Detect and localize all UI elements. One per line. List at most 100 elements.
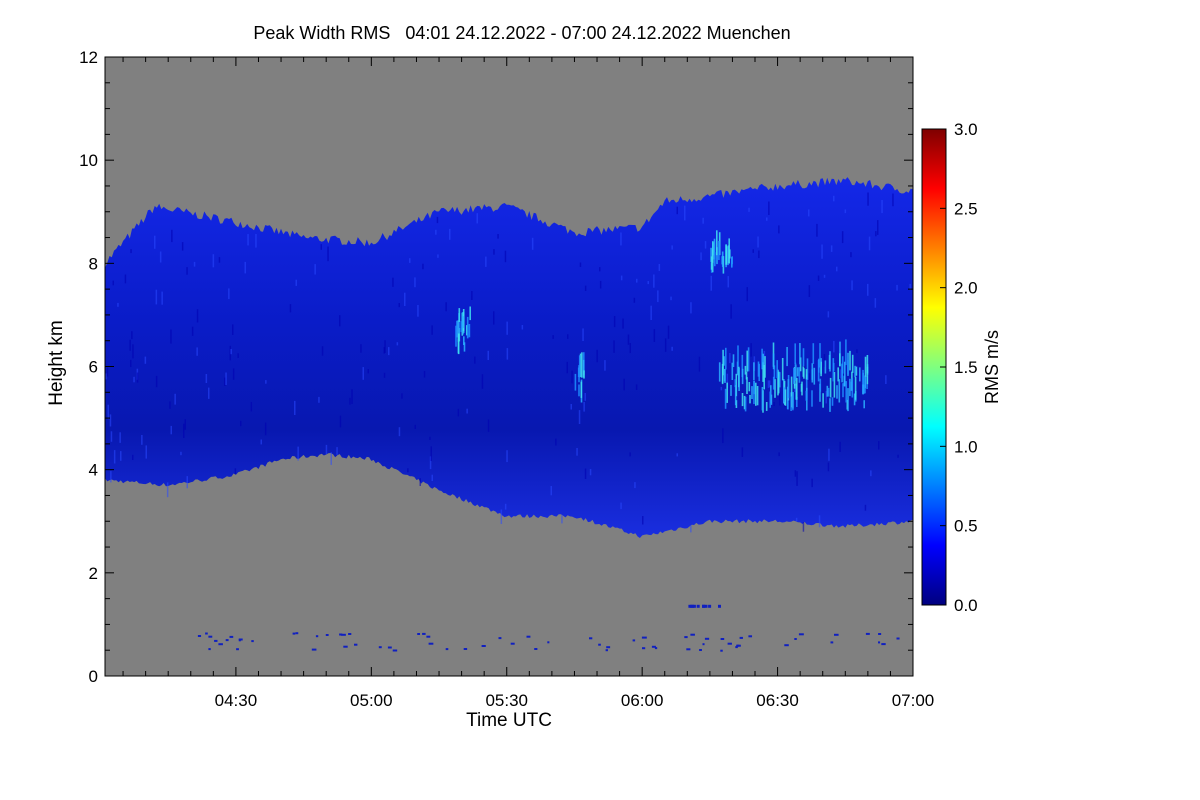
- speckle: [236, 648, 239, 651]
- enhanced-rms-cell: [836, 385, 838, 399]
- enhanced-rms-cell: [792, 391, 794, 411]
- enhanced-rms-cell: [745, 371, 748, 380]
- enhanced-rms-cell: [849, 378, 851, 397]
- enhanced-rms-cell: [847, 388, 849, 412]
- speckle: [720, 649, 723, 652]
- speckle: [736, 644, 741, 647]
- cloud-texture: [228, 288, 230, 300]
- cloud-texture: [141, 435, 143, 445]
- cloud-texture: [113, 450, 116, 464]
- enhanced-rms-cell: [574, 373, 577, 391]
- enhanced-rms-cell: [724, 368, 726, 383]
- enhanced-rms-cell: [790, 392, 792, 411]
- enhanced-rms-cell: [819, 343, 821, 368]
- speckle: [688, 604, 692, 608]
- cloud-texture: [823, 274, 826, 278]
- y-tick-label: 6: [89, 358, 98, 377]
- enhanced-rms-cell: [773, 365, 776, 379]
- enhanced-rms-cell: [849, 350, 851, 371]
- cloud-texture: [571, 370, 573, 384]
- speckle: [339, 633, 343, 636]
- cloud-texture: [186, 476, 188, 489]
- speckle: [340, 633, 346, 636]
- cloud-texture: [362, 367, 364, 380]
- cloud-texture: [504, 250, 507, 263]
- enhanced-rms-cell: [806, 358, 809, 380]
- enhanced-rms-cell: [802, 348, 805, 366]
- cloud-texture: [794, 470, 797, 477]
- enhanced-rms-cell: [753, 380, 755, 405]
- cloud-texture: [404, 292, 406, 306]
- cloud-texture: [196, 347, 198, 356]
- cloud-texture: [676, 206, 678, 215]
- enhanced-rms-cell: [866, 355, 869, 374]
- speckle: [684, 636, 688, 639]
- cloud-texture: [664, 338, 667, 352]
- enhanced-rms-cell: [777, 369, 779, 396]
- enhanced-rms-cell: [851, 354, 854, 373]
- cloud-texture: [653, 329, 656, 342]
- speckle: [387, 646, 392, 649]
- cloud-texture: [264, 422, 267, 436]
- speckle: [605, 649, 608, 652]
- speckle: [208, 635, 213, 638]
- cloud-texture: [106, 367, 109, 377]
- cloud-texture: [476, 213, 478, 224]
- cloud-texture: [407, 468, 409, 473]
- cloud-texture: [155, 375, 158, 388]
- cloud-texture: [627, 334, 630, 345]
- cloud-texture: [833, 340, 835, 353]
- cloud-texture: [120, 451, 122, 461]
- cloud-texture: [396, 342, 399, 346]
- speckle: [426, 635, 431, 638]
- enhanced-rms-cell: [458, 328, 461, 342]
- enhanced-rms-cell: [776, 360, 778, 378]
- enhanced-rms-cell: [579, 353, 582, 377]
- y-tick-label: 2: [89, 564, 98, 583]
- enhanced-rms-cell: [864, 375, 866, 394]
- cloud-texture: [398, 303, 400, 308]
- cloud-texture: [339, 315, 341, 327]
- enhanced-rms-cell: [755, 382, 757, 406]
- enhanced-rms-cell: [786, 347, 788, 367]
- enhanced-rms-cell: [716, 230, 718, 256]
- cloud-texture: [437, 254, 439, 258]
- cloud-texture: [117, 302, 119, 307]
- enhanced-rms-cell: [805, 369, 808, 380]
- cloud-texture: [234, 468, 237, 475]
- enhanced-rms-cell: [741, 393, 744, 407]
- enhanced-rms-cell: [716, 247, 718, 265]
- enhanced-rms-cell: [803, 368, 805, 379]
- enhanced-rms-cell: [784, 389, 787, 406]
- cloud-texture: [208, 387, 210, 399]
- enhanced-rms-cell: [796, 397, 798, 407]
- cloud-texture: [567, 334, 569, 339]
- cloud-texture: [746, 287, 748, 302]
- cloud-texture: [582, 328, 584, 341]
- cloud-texture: [864, 504, 867, 511]
- enhanced-rms-cell: [822, 393, 824, 408]
- cloud-texture: [339, 415, 342, 428]
- enhanced-rms-cell: [864, 356, 867, 377]
- cloud-texture: [552, 335, 554, 339]
- cloud-texture: [778, 225, 780, 234]
- enhanced-rms-cell: [794, 362, 797, 381]
- cloud-texture: [896, 284, 898, 291]
- enhanced-rms-cell: [793, 368, 795, 385]
- cloud-texture: [827, 311, 830, 318]
- enhanced-rms-cell: [718, 232, 721, 256]
- enhanced-rms-cell: [710, 247, 712, 262]
- cloud-texture: [727, 276, 729, 288]
- cloud-texture: [710, 275, 712, 291]
- speckle: [651, 645, 656, 648]
- cloud-texture: [169, 401, 171, 409]
- cloud-texture: [247, 234, 249, 246]
- enhanced-rms-cell: [714, 252, 716, 267]
- enhanced-rms-cell: [734, 379, 737, 388]
- speckle: [735, 646, 738, 649]
- cloud-texture: [504, 503, 507, 510]
- enhanced-rms-cell: [731, 257, 733, 268]
- cloud-texture: [487, 350, 489, 360]
- cloud-texture: [596, 349, 598, 363]
